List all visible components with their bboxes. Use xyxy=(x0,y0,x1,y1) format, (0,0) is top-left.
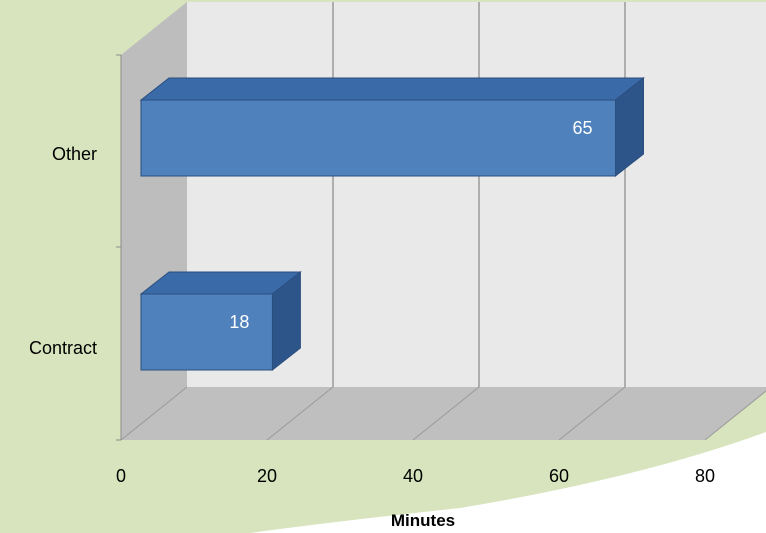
plot-walls xyxy=(121,2,766,440)
category-labels: Contract Other xyxy=(29,144,97,358)
gridlines xyxy=(116,2,766,441)
x-axis-ticks: 0 20 40 60 80 xyxy=(116,466,715,486)
x-tick-label: 20 xyxy=(257,466,277,486)
gridline-floor xyxy=(558,386,626,441)
category-label: Other xyxy=(52,144,97,164)
x-tick-label: 0 xyxy=(116,466,126,486)
side-wall xyxy=(121,2,187,440)
category-label: Contract xyxy=(29,338,97,358)
bar-contract: 18 xyxy=(139,270,302,372)
x-tick-label: 80 xyxy=(695,466,715,486)
bar-front-face xyxy=(140,99,616,177)
x-tick-label: 40 xyxy=(403,466,423,486)
background-curve xyxy=(250,432,766,533)
bar-top-face xyxy=(139,77,645,101)
bar-other: 65 xyxy=(139,76,645,178)
gridline-floor xyxy=(412,386,480,441)
gridline-floor xyxy=(266,386,334,441)
gridline-floor xyxy=(120,386,188,441)
x-tick-label: 60 xyxy=(549,466,569,486)
gridline-floor xyxy=(704,390,766,441)
floor xyxy=(121,387,766,440)
bar-front-face xyxy=(140,293,273,371)
data-label: 18 xyxy=(229,312,249,332)
x-axis-title: Minutes xyxy=(391,511,455,530)
data-label: 65 xyxy=(572,118,592,138)
